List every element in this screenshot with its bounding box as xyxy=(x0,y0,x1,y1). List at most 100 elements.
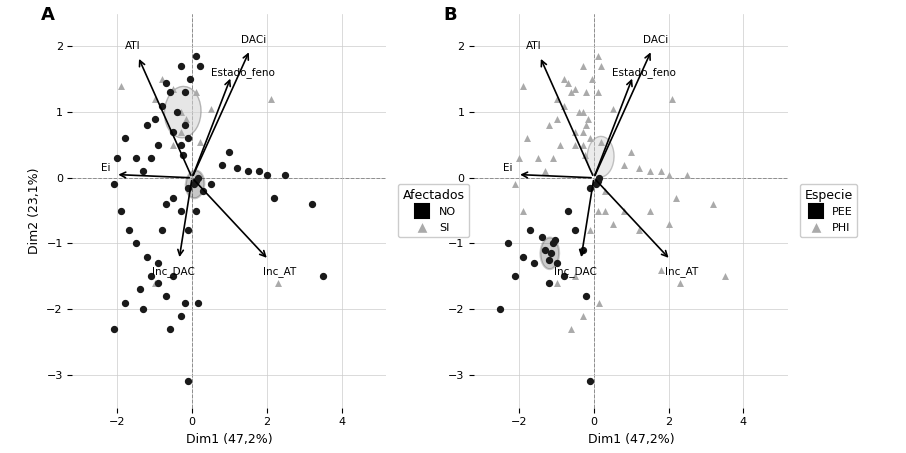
Point xyxy=(549,280,564,287)
Point xyxy=(159,293,173,300)
Point xyxy=(624,148,639,155)
Point xyxy=(512,154,526,162)
Point xyxy=(136,306,150,313)
Point xyxy=(589,181,603,188)
Point xyxy=(271,280,285,287)
Point xyxy=(267,194,282,201)
Point xyxy=(188,207,203,214)
Legend: PEE, PHI: PEE, PHI xyxy=(800,184,857,237)
Point xyxy=(579,122,593,129)
Ellipse shape xyxy=(541,237,559,269)
Point xyxy=(181,184,196,191)
Point xyxy=(591,89,605,96)
Point xyxy=(564,89,579,96)
X-axis label: Dim1 (47,2%): Dim1 (47,2%) xyxy=(588,433,675,446)
Point xyxy=(204,105,218,112)
Point xyxy=(538,168,553,175)
Point xyxy=(151,260,166,267)
Point xyxy=(577,151,592,159)
Point xyxy=(545,154,560,162)
Point xyxy=(568,273,583,280)
Point xyxy=(593,299,607,306)
Point xyxy=(661,171,676,178)
Point xyxy=(568,227,583,234)
Legend: NO, SI: NO, SI xyxy=(399,184,469,237)
Point xyxy=(315,273,330,280)
Text: DACi: DACi xyxy=(241,35,266,45)
Point xyxy=(544,250,558,257)
Point xyxy=(159,79,173,86)
Point xyxy=(669,194,683,201)
Text: B: B xyxy=(443,6,457,24)
Point xyxy=(583,227,597,234)
Point xyxy=(222,148,236,155)
Point xyxy=(575,63,590,70)
Point xyxy=(174,312,188,319)
Point xyxy=(654,266,669,274)
Point xyxy=(304,201,319,208)
Point xyxy=(129,154,143,162)
Point xyxy=(118,135,132,142)
Point xyxy=(166,194,180,201)
Point xyxy=(598,188,612,195)
Point xyxy=(178,89,192,96)
Point xyxy=(519,135,534,142)
Point xyxy=(557,102,572,109)
Point xyxy=(159,201,173,208)
Point xyxy=(187,181,201,188)
Text: Inc_DAC: Inc_DAC xyxy=(554,265,597,276)
X-axis label: Dim1 (47,2%): Dim1 (47,2%) xyxy=(186,433,273,446)
Point xyxy=(196,188,210,195)
Point xyxy=(174,128,188,135)
Point xyxy=(132,286,147,293)
Point xyxy=(583,378,597,385)
Point xyxy=(549,115,564,122)
Point xyxy=(190,174,205,182)
Point xyxy=(584,76,599,83)
Point xyxy=(169,109,184,116)
Point xyxy=(598,207,612,214)
Point xyxy=(547,236,562,244)
Y-axis label: Dim2 (23,1%): Dim2 (23,1%) xyxy=(28,168,41,254)
Text: ATI: ATI xyxy=(526,41,542,52)
Point xyxy=(575,246,590,254)
Point xyxy=(136,168,150,175)
Point xyxy=(151,280,166,287)
Point xyxy=(516,207,530,214)
Point xyxy=(121,227,136,234)
Point xyxy=(178,299,192,306)
Point xyxy=(192,63,207,70)
Point xyxy=(174,141,188,149)
Point xyxy=(162,89,177,96)
Point xyxy=(557,273,572,280)
Point xyxy=(192,138,207,145)
Point xyxy=(114,82,129,90)
Point xyxy=(531,154,545,162)
Ellipse shape xyxy=(587,136,614,177)
Point xyxy=(188,89,203,96)
Point xyxy=(581,115,595,122)
Point xyxy=(557,76,572,83)
Text: Ei: Ei xyxy=(101,163,111,173)
Point xyxy=(538,246,553,254)
Point xyxy=(605,105,620,112)
Point xyxy=(665,96,680,103)
Point xyxy=(190,299,205,306)
Point xyxy=(583,135,597,142)
Point xyxy=(542,280,556,287)
Text: DACi: DACi xyxy=(643,35,669,45)
Point xyxy=(561,207,575,214)
Text: Inc_AT: Inc_AT xyxy=(665,265,699,276)
Point xyxy=(631,164,646,172)
Point xyxy=(568,141,583,149)
Point xyxy=(174,207,188,214)
Point xyxy=(181,135,196,142)
Point xyxy=(523,227,537,234)
Point xyxy=(680,171,695,178)
Point xyxy=(672,280,687,287)
Point xyxy=(527,260,542,267)
Point xyxy=(155,227,169,234)
Point xyxy=(174,109,188,116)
Text: A: A xyxy=(41,6,55,24)
Point xyxy=(204,181,218,188)
